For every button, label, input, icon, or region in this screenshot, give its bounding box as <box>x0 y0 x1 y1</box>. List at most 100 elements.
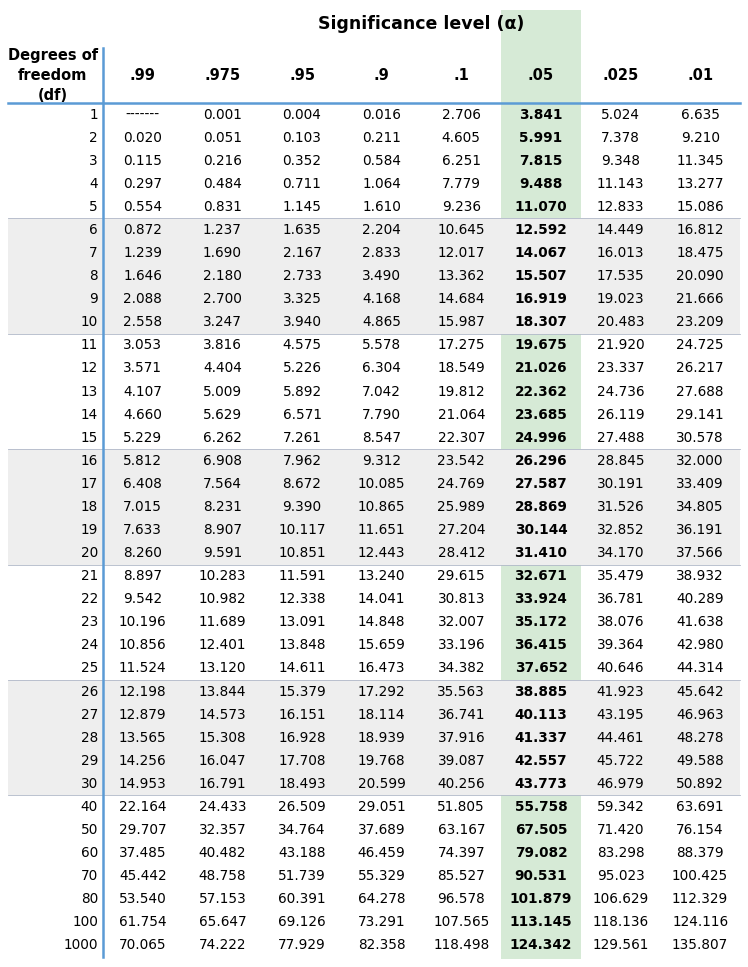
Text: 27.587: 27.587 <box>515 477 567 491</box>
Text: .01: .01 <box>687 68 714 83</box>
Text: 7.779: 7.779 <box>442 177 481 190</box>
Text: 17: 17 <box>81 477 98 491</box>
Text: 0.711: 0.711 <box>283 177 322 190</box>
Text: 7.564: 7.564 <box>203 477 242 491</box>
Bar <box>8 726 740 749</box>
Text: 35.172: 35.172 <box>515 615 568 630</box>
Text: 11.143: 11.143 <box>597 177 644 190</box>
Text: 13.091: 13.091 <box>278 615 326 630</box>
Text: 24.433: 24.433 <box>199 800 246 814</box>
Text: 3.325: 3.325 <box>283 292 322 307</box>
Text: 34.805: 34.805 <box>676 500 724 513</box>
Text: 0.020: 0.020 <box>123 131 162 145</box>
Text: 12.879: 12.879 <box>119 708 167 721</box>
Text: 0.216: 0.216 <box>203 154 242 167</box>
Text: 27.204: 27.204 <box>438 523 485 537</box>
Text: 15: 15 <box>81 430 98 445</box>
Text: 43.195: 43.195 <box>597 708 645 721</box>
Text: 31.410: 31.410 <box>515 546 568 560</box>
Text: 112.329: 112.329 <box>672 893 729 906</box>
Text: 38.932: 38.932 <box>676 570 724 583</box>
Text: 39.087: 39.087 <box>438 754 485 768</box>
Text: 14.953: 14.953 <box>119 777 167 791</box>
Text: 13.362: 13.362 <box>438 269 485 283</box>
Text: 50.892: 50.892 <box>676 777 724 791</box>
Text: 0.484: 0.484 <box>203 177 242 190</box>
Text: 3.247: 3.247 <box>203 315 242 330</box>
Text: 13.277: 13.277 <box>676 177 724 190</box>
Text: .975: .975 <box>204 68 241 83</box>
Text: 4.660: 4.660 <box>123 408 162 422</box>
Text: 2.733: 2.733 <box>283 269 322 283</box>
Text: 31.526: 31.526 <box>597 500 644 513</box>
Text: 10.856: 10.856 <box>119 638 167 653</box>
Text: 29: 29 <box>81 754 98 768</box>
Text: 129.561: 129.561 <box>592 938 649 952</box>
Text: 11.651: 11.651 <box>358 523 405 537</box>
Text: 3.571: 3.571 <box>123 362 162 375</box>
Text: 6.571: 6.571 <box>283 408 322 422</box>
Text: 6.262: 6.262 <box>203 430 242 445</box>
Bar <box>8 310 740 334</box>
Text: 9.591: 9.591 <box>203 546 242 560</box>
Text: 34.764: 34.764 <box>278 823 326 837</box>
Text: 107.565: 107.565 <box>433 916 489 929</box>
Text: 55.758: 55.758 <box>515 800 567 814</box>
Text: 29.141: 29.141 <box>676 408 724 422</box>
Text: 57.153: 57.153 <box>198 893 246 906</box>
Text: 118.498: 118.498 <box>433 938 489 952</box>
Text: 96.578: 96.578 <box>438 893 485 906</box>
Text: 33.196: 33.196 <box>438 638 485 653</box>
Bar <box>8 450 740 472</box>
Bar <box>8 703 740 726</box>
Text: 106.629: 106.629 <box>592 893 649 906</box>
Bar <box>501 10 580 959</box>
Text: 1.145: 1.145 <box>283 200 322 214</box>
Text: 13.848: 13.848 <box>278 638 326 653</box>
Text: 45.642: 45.642 <box>676 685 724 698</box>
Text: 64.278: 64.278 <box>358 893 405 906</box>
Text: 37.689: 37.689 <box>358 823 405 837</box>
Text: 2.700: 2.700 <box>203 292 242 307</box>
Text: 0.554: 0.554 <box>123 200 162 214</box>
Bar <box>8 265 740 287</box>
Text: 40.482: 40.482 <box>199 846 246 860</box>
Text: 11.524: 11.524 <box>119 661 167 676</box>
Text: 1.237: 1.237 <box>203 223 242 237</box>
Text: 12.592: 12.592 <box>515 223 567 237</box>
Text: 6.908: 6.908 <box>203 454 242 468</box>
Text: 7.962: 7.962 <box>283 454 322 468</box>
Text: 26.217: 26.217 <box>676 362 724 375</box>
Text: 79.082: 79.082 <box>515 846 567 860</box>
Text: 74.397: 74.397 <box>438 846 485 860</box>
Text: 2.558: 2.558 <box>123 315 162 330</box>
Text: 2.706: 2.706 <box>442 107 481 122</box>
Text: 28.845: 28.845 <box>597 454 644 468</box>
Text: 35.563: 35.563 <box>438 685 485 698</box>
Text: 15.987: 15.987 <box>438 315 485 330</box>
Text: 10.982: 10.982 <box>199 592 246 606</box>
Text: 4.575: 4.575 <box>283 338 322 352</box>
Text: 5.226: 5.226 <box>283 362 322 375</box>
Text: 43.188: 43.188 <box>278 846 326 860</box>
Text: 28: 28 <box>81 731 98 745</box>
Text: 18.475: 18.475 <box>676 246 724 260</box>
Text: 20.599: 20.599 <box>358 777 405 791</box>
Text: 29.707: 29.707 <box>119 823 167 837</box>
Text: 8: 8 <box>89 269 98 283</box>
Text: 19.812: 19.812 <box>438 385 485 398</box>
Text: Significance level (α): Significance level (α) <box>319 15 524 33</box>
Text: 9.542: 9.542 <box>123 592 162 606</box>
Text: 32.357: 32.357 <box>199 823 246 837</box>
Text: 113.145: 113.145 <box>509 916 572 929</box>
Text: 2.833: 2.833 <box>362 246 401 260</box>
Text: 1: 1 <box>89 107 98 122</box>
Text: 7: 7 <box>89 246 98 260</box>
Text: 38.885: 38.885 <box>515 685 568 698</box>
Text: 41.337: 41.337 <box>515 731 568 745</box>
Text: 16.812: 16.812 <box>676 223 724 237</box>
Text: 10.085: 10.085 <box>358 477 405 491</box>
Text: 13.565: 13.565 <box>119 731 167 745</box>
Text: 6: 6 <box>89 223 98 237</box>
Text: 22.164: 22.164 <box>119 800 167 814</box>
